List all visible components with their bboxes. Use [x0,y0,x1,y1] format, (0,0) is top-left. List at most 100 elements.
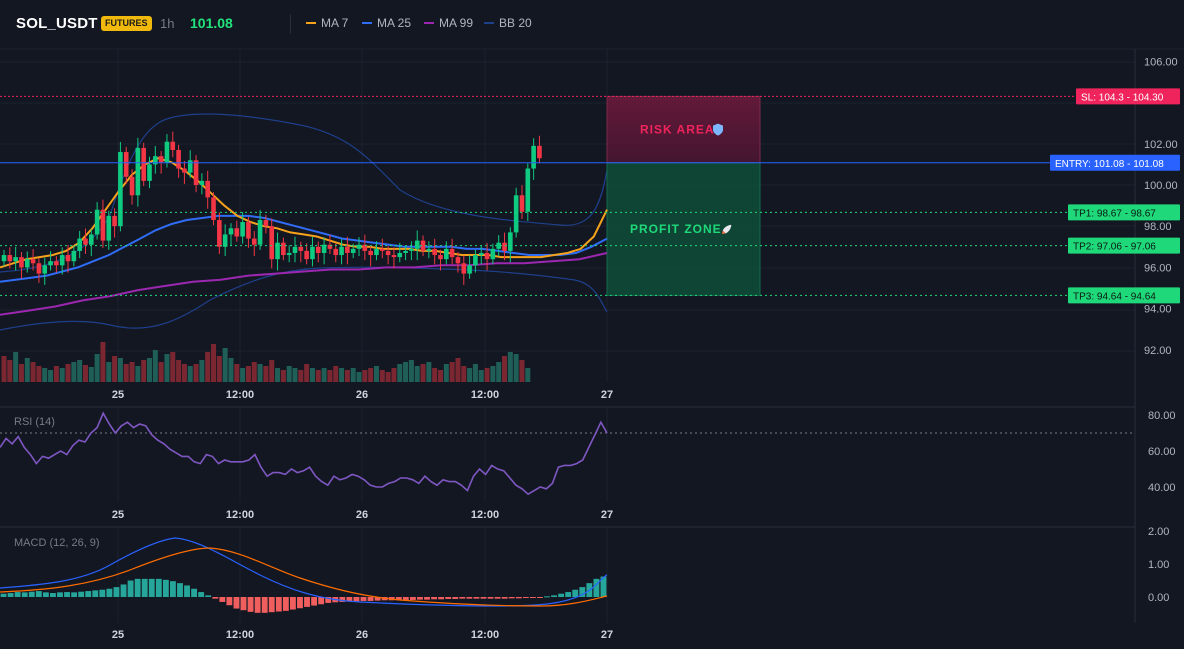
entry-tag [1050,154,1180,171]
macd-histogram-bar [169,581,176,597]
volume-bar [344,370,350,382]
macd-histogram-bar [297,597,303,609]
macd-pane: MACD (12, 26, 9) 2.00 1.00 0.00 [0,526,1169,613]
candle-body [141,147,146,181]
volume-bar [228,358,234,382]
tp1-tag-text: TP1: 98.67 - 98.67 [1073,208,1156,219]
candle-body [199,180,205,185]
price-tick-label: 98.00 [1144,221,1172,233]
volume-bar [414,366,420,382]
macd-histogram-bar [212,597,219,599]
candle-body [409,248,414,251]
volume-bar [350,368,356,382]
volume-bar [397,364,403,382]
macd-histogram-bar [0,593,7,597]
candle-body [257,220,263,245]
candle-body [298,246,304,251]
macd-tick-label: 2.00 [1148,526,1169,538]
candle-body [444,248,449,260]
legend-ma7[interactable]: MA 7 [306,16,348,30]
volume-bar [135,366,141,382]
macd-histogram-bar [64,592,70,597]
candle-body [59,255,65,266]
candle-body [187,160,193,173]
macd-histogram-bar [42,592,49,597]
macd-histogram-bar [515,597,522,599]
candle-body [496,242,501,249]
macd-histogram-bar [346,597,353,602]
profit-zone [606,162,761,296]
candle-body [71,250,77,262]
legend-bb20-label: BB 20 [499,16,532,30]
macd-histogram-bar [522,597,529,598]
macd-histogram-bar [544,596,550,598]
volume-bar [18,364,24,382]
candlesticks [1,131,542,285]
candle-body [467,265,472,274]
legend-ma25[interactable]: MA 25 [362,16,411,30]
macd-histogram-bar [374,597,381,601]
volume-bar [94,354,100,382]
candle-body [164,141,170,163]
shield-shape [713,123,723,136]
macd-histogram-bar [99,589,106,597]
volume-bar [280,370,286,382]
volume-bar [106,362,112,382]
candle-body [182,168,187,173]
tp3-tag-text: TP3: 94.64 - 94.64 [1073,291,1156,302]
macd-histogram-bar [198,592,205,597]
candle-body [310,246,315,260]
candle-body [176,149,181,169]
candle-body [502,242,507,251]
legend-bb20[interactable]: BB 20 [484,16,532,30]
volume-bar [356,372,362,382]
legend-ma99[interactable]: MA 99 [424,16,473,30]
macd-histogram-bar [367,597,374,601]
volume-bar [193,364,199,382]
last-price: 101.08 [190,15,233,31]
rocket-body [722,224,732,234]
candle-body [240,222,245,237]
candle-body [380,248,385,251]
volume-bar [467,368,473,382]
macd-histogram-bar [529,597,536,598]
macd-histogram-bar [148,578,155,597]
candle-body [292,246,298,253]
volume-bar [123,364,129,382]
candle-body [525,168,531,212]
volume-bar [30,362,36,382]
volume-bar [181,364,187,382]
candle-body [304,250,309,260]
symbol-name[interactable]: SOL_USDT [16,15,98,32]
candle-body [94,209,100,235]
shield-icon [713,123,723,136]
volume-bar [426,362,432,382]
candle-body [484,252,490,260]
macd-histogram-bar [233,597,240,609]
volume-bar [315,370,321,382]
risk-zone-label: RISK AREA [640,123,715,137]
volume-bar [42,368,48,382]
price-axis[interactable]: 106.00 102.00 100.00 98.00 96.00 94.00 92.00 [1144,56,1178,356]
macd-tick-label: 1.00 [1148,559,1169,571]
candle-body [205,180,210,198]
macd-histogram-bar [353,597,360,602]
candle-body [327,244,333,249]
candle-body [65,255,71,262]
volume-bar [59,368,65,382]
volume-bar [77,360,83,382]
volume-bar [7,360,13,382]
macd-histogram-bar [240,597,247,611]
macd-histogram-bar [431,597,438,600]
candle-body [42,265,48,274]
bb20-swatch [484,22,494,24]
candle-body [403,250,408,253]
volume-bar [240,368,246,382]
volume-bars [1,342,531,382]
macd-histogram-bar [537,597,543,598]
rocket-icon [722,224,732,235]
volume-bar [432,368,438,382]
candle-body [269,226,275,260]
timeframe-selector[interactable]: 1h [160,16,175,31]
